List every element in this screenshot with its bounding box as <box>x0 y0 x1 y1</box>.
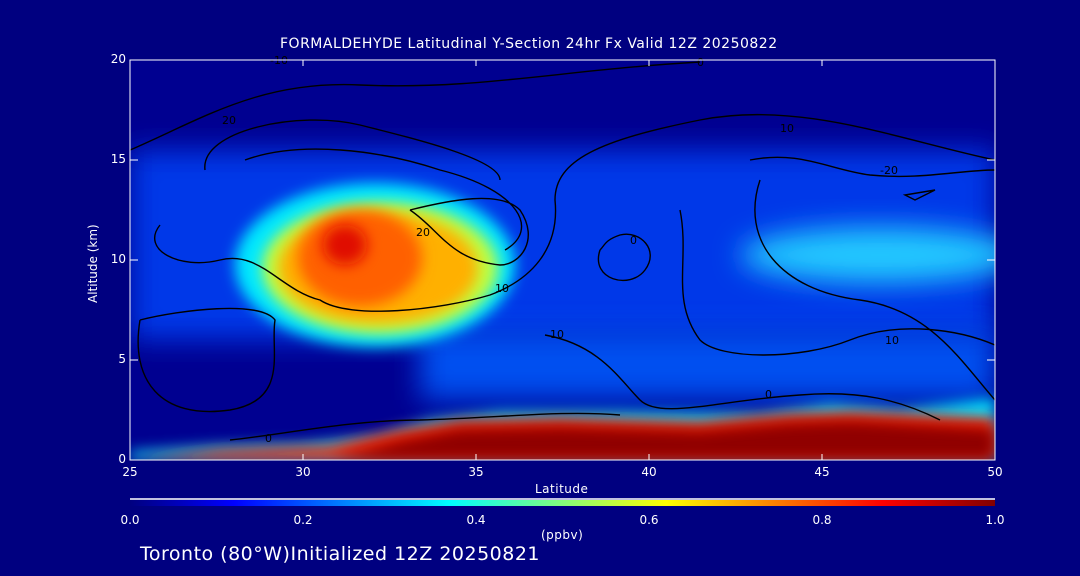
y-tick-label: 20 <box>110 52 126 66</box>
x-axis-label: Latitude <box>535 482 589 496</box>
chart-title: FORMALDEHYDE Latitudinal Y-Section 24hr … <box>280 36 778 52</box>
contour-label: 0 <box>265 432 272 445</box>
contour-label: -20 <box>880 164 898 177</box>
colorbar-tick-label: 0.6 <box>639 513 659 527</box>
x-tick-label: 50 <box>987 465 1003 479</box>
contour-label: 0 <box>765 388 772 401</box>
contour-label: 20 <box>222 114 236 127</box>
x-tick-label: 30 <box>295 465 311 479</box>
colorbar <box>130 500 995 506</box>
contour-label: 10 <box>550 328 564 341</box>
y-tick-label: 15 <box>110 152 126 166</box>
x-tick-label: 45 <box>814 465 830 479</box>
contour-label: 10 <box>495 282 509 295</box>
contour-label: 0 <box>697 56 704 69</box>
footer-location-init: Toronto (80°W)Initialized 12Z 20250821 <box>140 543 541 565</box>
axes-frame <box>129 59 996 461</box>
colorbar-tick-label: 0.2 <box>293 513 313 527</box>
colorbar-unit-label: (ppbv) <box>541 528 584 542</box>
colorbar-tick-label: 0.8 <box>812 513 832 527</box>
y-tick-label: 5 <box>118 352 126 366</box>
contour-lines <box>130 61 995 441</box>
heatmap-field <box>130 60 995 460</box>
colorbar-tick-label: 0.0 <box>120 513 140 527</box>
tick-marks <box>130 60 995 460</box>
contour-20 <box>409 197 529 266</box>
colorbar-tick-label: 1.0 <box>985 513 1005 527</box>
contour-label: 0 <box>630 234 637 247</box>
y-axis-label: Altitude (km) <box>86 224 100 303</box>
northern-upper-layer <box>740 227 995 283</box>
contour-label: 10 <box>885 334 899 347</box>
upper-maximum-core <box>323 225 367 265</box>
y-tick-label: 0 <box>118 452 126 466</box>
colorbar-tick-label: 0.4 <box>466 513 486 527</box>
x-tick-label: 40 <box>641 465 657 479</box>
x-tick-label: 35 <box>468 465 484 479</box>
contour-labels: -10 0 10 20 -20 10 0 10 20 10 0 0 <box>222 54 899 445</box>
y-tick-label: 10 <box>110 252 126 266</box>
contour-label: 20 <box>416 226 430 239</box>
x-tick-label: 25 <box>122 465 138 479</box>
contour-label: 10 <box>780 122 794 135</box>
